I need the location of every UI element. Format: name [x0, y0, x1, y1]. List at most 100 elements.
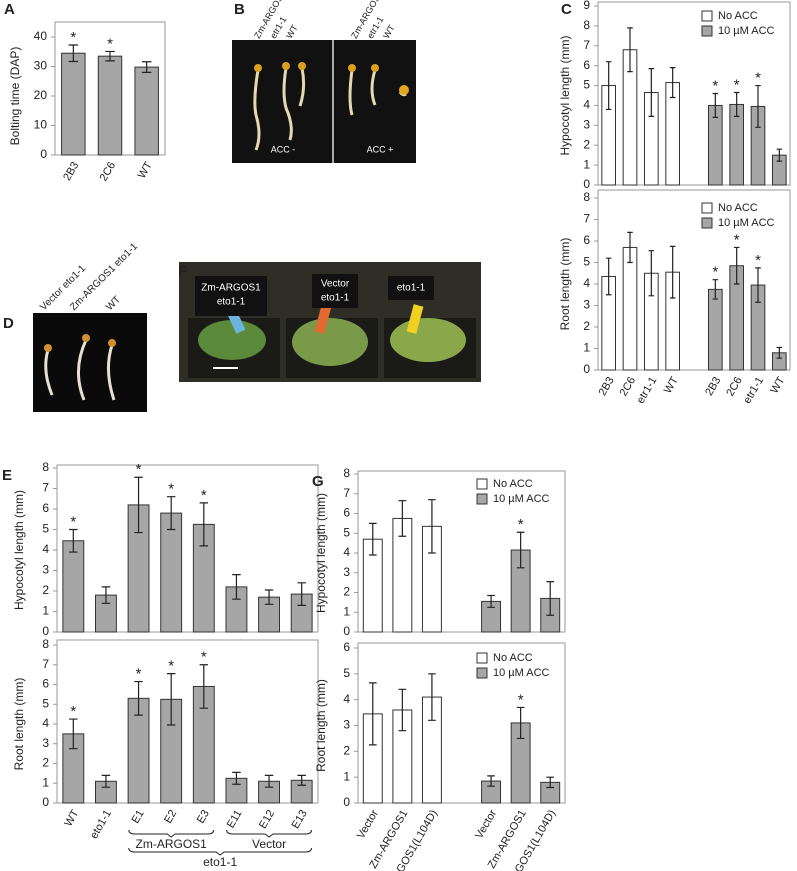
x-tick-label: E1	[130, 808, 147, 826]
error-bar	[648, 250, 655, 297]
y-tick-label: 4	[42, 542, 49, 556]
y-tick-label: 0	[42, 795, 49, 809]
group-label: Zm-ARGOS1	[136, 837, 208, 851]
x-tick-label: 2B3	[597, 375, 617, 398]
error-bar	[733, 246, 740, 285]
seedlings	[253, 67, 407, 151]
x-tick-label: E3	[195, 808, 212, 826]
plot-frame	[597, 189, 791, 371]
significance-mark: *	[712, 264, 718, 281]
photo-label: WT	[104, 294, 123, 313]
y-axis-label: Bolting time (DAP)	[8, 47, 22, 146]
significance-mark: *	[734, 231, 740, 248]
panel-letter: E	[2, 467, 12, 484]
plot-frame	[597, 1, 791, 186]
error-bar	[648, 68, 655, 117]
y-tick-label: 8	[583, 18, 590, 32]
photo-b	[232, 40, 416, 163]
x-tick-label: 2C6	[618, 375, 638, 398]
error-bar	[605, 61, 612, 111]
y-tick-label: 4	[343, 545, 350, 559]
significance-mark: *	[136, 666, 142, 683]
y-tick-label: 2	[583, 319, 590, 333]
label-box	[388, 276, 434, 300]
y-tick-label: 0	[343, 624, 350, 638]
error-bar	[368, 682, 377, 746]
y-axis-label: Hypocotyl length (mm)	[314, 493, 328, 613]
error-bar	[546, 581, 555, 616]
legend-swatch	[701, 202, 713, 214]
error-bar	[166, 496, 176, 531]
flag	[406, 304, 424, 334]
error-bar	[776, 346, 783, 359]
error-bar	[428, 673, 436, 721]
x-tick-label: E12	[257, 808, 277, 831]
error-bar	[776, 148, 783, 162]
significance-mark: *	[755, 252, 761, 269]
legend-swatch	[476, 493, 488, 505]
error-bar	[669, 245, 676, 299]
y-tick-label: 1	[42, 775, 49, 789]
cotyledon	[399, 85, 409, 95]
y-tick-label: 8	[42, 460, 49, 474]
panel-letter: B	[234, 1, 245, 18]
y-tick-label: 8	[42, 637, 49, 651]
error-bar	[627, 27, 633, 73]
y-tick-label: 4	[343, 692, 350, 706]
y-tick-label: 4	[42, 716, 49, 730]
y-tick-label: 9	[583, 0, 590, 12]
y-tick-label: 1	[343, 769, 350, 783]
photo-label: Vector	[321, 279, 350, 290]
error-bar	[755, 84, 761, 128]
significance-mark: *	[712, 77, 718, 94]
x-tick-label: 2C6	[724, 375, 744, 398]
error-bar	[546, 776, 555, 789]
significance-mark: *	[518, 516, 524, 533]
photo	[33, 313, 147, 412]
y-tick-label: 5	[42, 522, 49, 536]
error-bar	[368, 522, 377, 556]
plot-frame	[56, 464, 319, 633]
error-bar	[134, 680, 143, 716]
y-tick-label: 7	[42, 481, 49, 495]
legend-swatch	[476, 478, 488, 490]
panel-letter: C	[561, 1, 572, 18]
error-bar	[516, 706, 525, 740]
legend-label: No ACC	[493, 478, 533, 490]
legend-label: 10 µM ACC	[493, 493, 550, 505]
error-bar	[69, 718, 78, 750]
y-tick-label: 6	[42, 501, 49, 515]
photo-label: WT	[381, 23, 397, 41]
error-bar	[141, 61, 152, 73]
photo-f	[179, 262, 481, 382]
legend-swatch	[701, 25, 713, 37]
error-bar	[199, 664, 209, 709]
group-label: Vector	[252, 837, 286, 851]
error-bar	[605, 257, 612, 296]
y-tick-label: 7	[343, 486, 350, 500]
y-axis-label: Hypocotyl length (mm)	[558, 35, 572, 155]
significance-mark: *	[755, 70, 761, 87]
significance-mark: *	[201, 487, 207, 504]
error-bar	[487, 775, 495, 787]
y-axis-label: Root length (mm)	[314, 679, 328, 772]
y-tick-label: 5	[583, 78, 590, 92]
error-bar	[105, 50, 115, 62]
cotyledon	[82, 334, 90, 342]
plot-frame	[56, 639, 319, 804]
legend-label: 10 µM ACC	[718, 25, 775, 37]
plant	[390, 318, 466, 362]
y-tick-label: 1	[42, 604, 49, 618]
y-tick-label: 6	[343, 506, 350, 520]
x-tick-label: 2B3	[703, 375, 723, 398]
error-bar	[712, 279, 719, 300]
y-tick-label: 3	[42, 736, 49, 750]
error-bar	[712, 92, 719, 118]
cotyledon	[282, 62, 290, 70]
y-tick-label: 6	[42, 677, 49, 691]
error-bar	[297, 774, 306, 786]
legend-swatch	[701, 217, 713, 229]
x-tick-label: WT	[662, 375, 681, 396]
x-tick-label: WT	[62, 808, 81, 829]
